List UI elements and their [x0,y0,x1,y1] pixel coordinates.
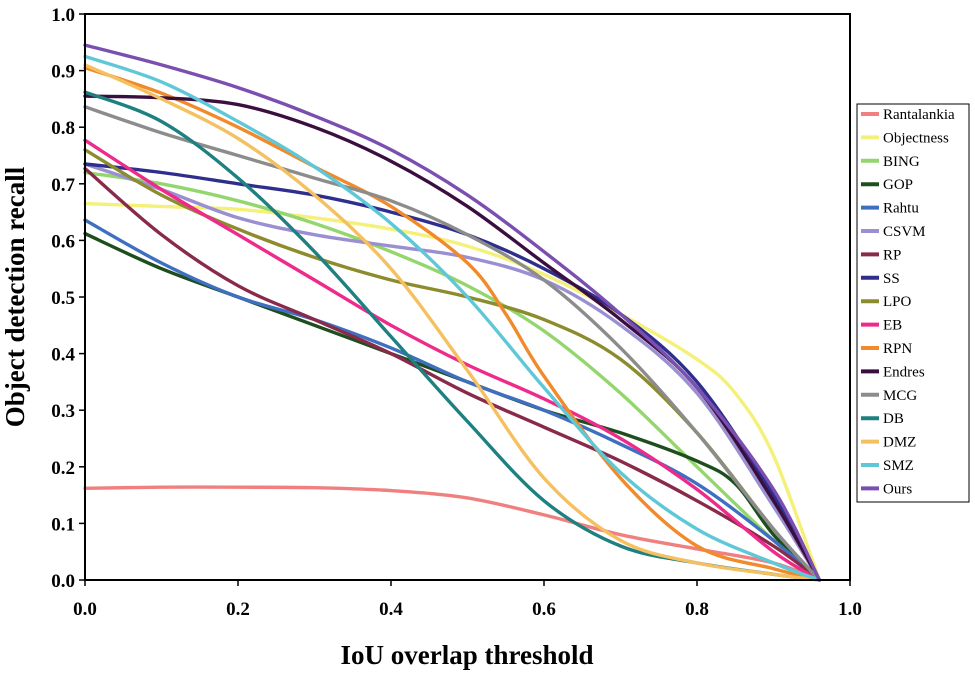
series-line-lpo [83,148,822,582]
x-tick-label: 0.6 [532,599,556,620]
legend-label-rantalankia: Rantalankia [883,107,955,123]
legend-label-gop: GOP [883,177,913,193]
y-axis-title: Object detection recall [0,166,30,427]
series-line-ours [83,43,822,582]
y-tick-label: 0.3 [51,401,75,422]
x-tick-label: 0.8 [685,599,709,620]
series-line-dmz [83,63,822,582]
legend: Rantalankia Objectness BING GOP Rahtu CSVM RP S… [856,103,970,503]
series-line-rp [83,166,822,582]
series-line-rahtu [83,218,822,582]
y-tick-label: 0.8 [51,118,75,139]
y-tick-label: 0.4 [51,345,75,366]
y-tick-label: 0.0 [51,571,75,592]
y-tick-label: 1.0 [51,5,75,26]
legend-label-mcg: MCG [883,388,917,404]
series-layer [83,43,822,582]
x-tick-label: 0.4 [379,599,403,620]
series-line-rpn [83,66,822,582]
axis-ticks: 0.0 0.1 0.2 0.3 0.4 0.5 0.6 0.7 0.8 0.9 1.0 0.0 0.2 0… [51,5,862,620]
y-tick-label: 0.9 [51,62,75,83]
series-line-eb [83,138,822,582]
legend-label-db: DB [883,411,904,427]
legend-label-eb: EB [883,318,902,334]
series-line-rantalankia [83,485,822,582]
legend-label-bing: BING [883,154,920,170]
y-tick-label: 0.7 [51,175,75,196]
legend-label-ours: Ours [883,481,912,497]
y-tick-label: 0.5 [51,288,75,309]
y-tick-label: 0.1 [51,514,75,535]
legend-label-endres: Endres [883,364,925,380]
series-line-smz [83,54,822,582]
y-tick-label: 0.6 [51,231,75,252]
y-tick-label: 0.2 [51,458,75,479]
legend-label-ss: SS [883,271,900,287]
x-axis-title: IoU overlap threshold [340,640,593,670]
legend-label-lpo: LPO [883,294,912,310]
legend-label-rahtu: Rahtu [883,201,919,217]
series-line-csvm [83,162,822,582]
legend-label-objectness: Objectness [883,130,949,146]
series-line-bing [83,170,822,582]
legend-label-dmz: DMZ [883,435,916,451]
x-tick-label: 0.2 [226,599,250,620]
legend-label-smz: SMZ [883,458,914,474]
legend-label-rp: RP [883,247,901,263]
legend-label-csvm: CSVM [883,224,926,240]
series-line-mcg [83,105,822,582]
x-tick-label: 1.0 [838,599,862,620]
x-tick-label: 0.0 [73,599,97,620]
legend-label-rpn: RPN [883,341,912,357]
series-line-endres [83,94,822,582]
